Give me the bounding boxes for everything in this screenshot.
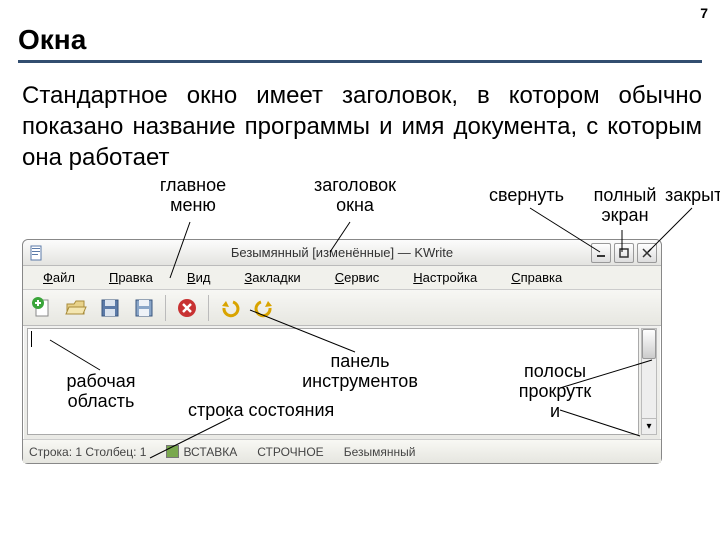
toolbar-separator [165, 295, 166, 321]
close-doc-button[interactable] [172, 293, 202, 323]
redo-button[interactable] [249, 293, 279, 323]
close-button[interactable] [637, 243, 657, 263]
menu-help[interactable]: Справка [495, 268, 578, 287]
header-rule [18, 60, 702, 63]
save-button[interactable] [95, 293, 125, 323]
titlebar: Безымянный [изменённые] — KWrite [23, 240, 661, 266]
vertical-scrollbar[interactable]: ▾ [641, 328, 657, 435]
new-doc-button[interactable] [27, 293, 57, 323]
menu-settings[interactable]: Настройка [397, 268, 493, 287]
status-docname: Безымянный [344, 445, 416, 459]
minimize-button[interactable] [591, 243, 611, 263]
toolbar-separator-2 [208, 295, 209, 321]
save-as-button[interactable] [129, 293, 159, 323]
label-scrollbars: полосыпрокрутки [510, 362, 600, 421]
text-cursor [31, 331, 32, 347]
label-statusbar: строка состояния [188, 401, 334, 421]
scroll-thumb[interactable] [642, 329, 656, 359]
window-title: Безымянный [изменённые] — KWrite [231, 245, 453, 260]
label-minimize: свернуть [489, 186, 564, 206]
label-workarea: рабочаяобласть [56, 372, 146, 412]
label-window-title: заголовококна [300, 176, 410, 216]
maximize-button[interactable] [614, 243, 634, 263]
status-mode: СТРОЧНОЕ [257, 445, 323, 459]
menubar: Файл Правка Вид Закладки Сервис Настройк… [23, 266, 661, 290]
window-buttons [591, 243, 657, 263]
menu-bookmarks[interactable]: Закладки [228, 268, 316, 287]
label-toolbar: панельинструментов [290, 352, 430, 392]
menu-edit[interactable]: Правка [93, 268, 169, 287]
label-main-menu: главноеменю [148, 176, 238, 216]
label-close: закрыть [665, 186, 720, 206]
page-title: Окна [18, 24, 702, 56]
status-insert[interactable]: ВСТАВКА [166, 445, 237, 459]
page-number: 7 [700, 5, 708, 21]
label-fullscreen: полныйэкран [585, 186, 665, 226]
app-icon [27, 243, 47, 263]
description-text: Стандартное окно имеет заголовок, в кото… [22, 80, 702, 174]
status-line-col: Строка: 1 Столбец: 1 [29, 445, 146, 459]
undo-button[interactable] [215, 293, 245, 323]
page-header: Окна [18, 24, 702, 63]
open-button[interactable] [61, 293, 91, 323]
statusbar: Строка: 1 Столбец: 1 ВСТАВКА СТРОЧНОЕ Бе… [23, 439, 661, 463]
toolbar [23, 290, 661, 326]
menu-file[interactable]: Файл [27, 268, 91, 287]
menu-tools[interactable]: Сервис [319, 268, 396, 287]
menu-view[interactable]: Вид [171, 268, 227, 287]
scroll-down-icon[interactable]: ▾ [642, 418, 656, 434]
